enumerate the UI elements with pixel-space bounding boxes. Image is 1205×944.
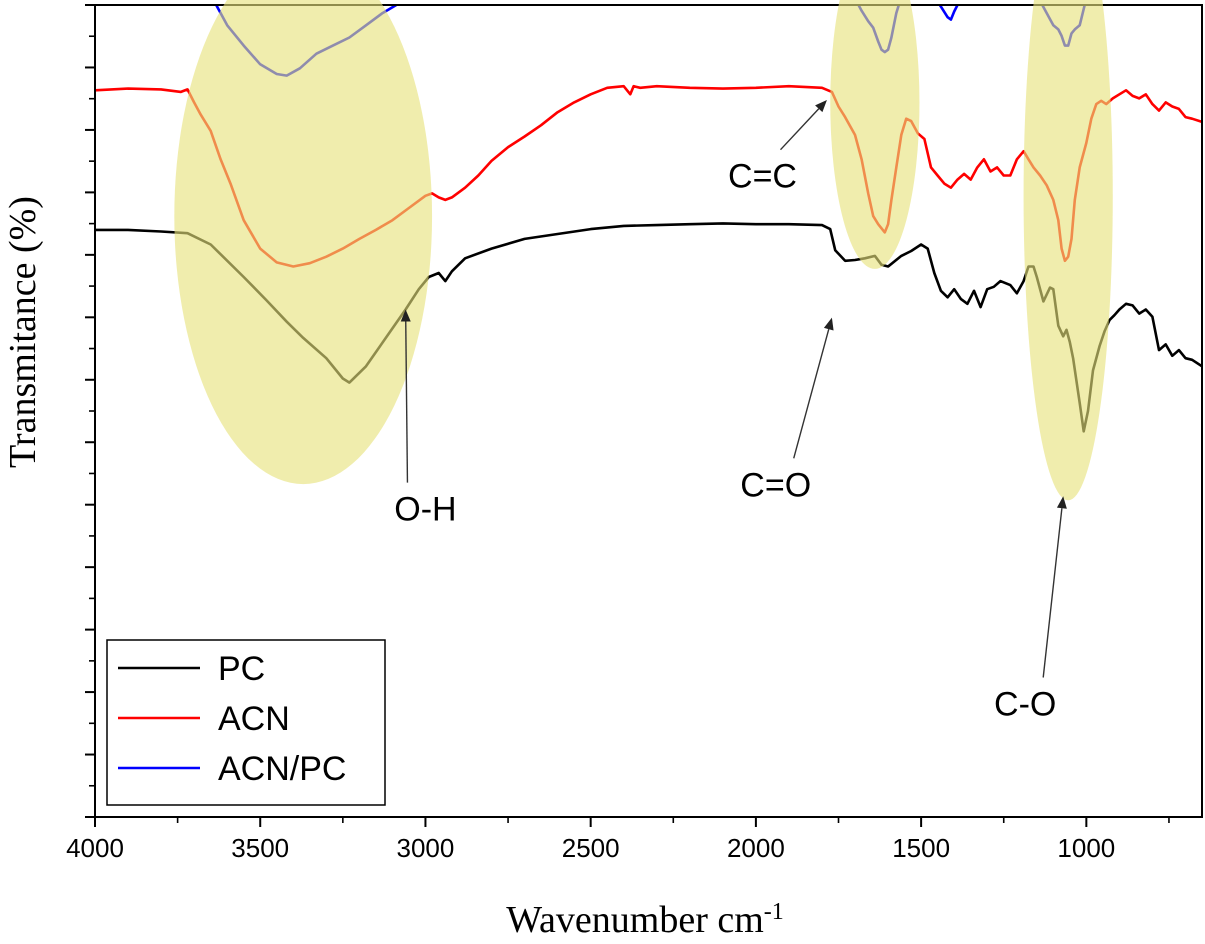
annotation-arrowhead-c-o bbox=[823, 317, 834, 331]
annotation-c-o: C-O bbox=[994, 686, 1056, 724]
annotation-o-h: O-H bbox=[394, 491, 456, 529]
peak-highlights bbox=[174, 0, 1113, 501]
x-tick-label: 1500 bbox=[892, 833, 950, 863]
legend-label: PC bbox=[218, 650, 265, 688]
x-axis-ticks: 4000 3500 3000 2500 2000 1500 1000 bbox=[66, 817, 1170, 863]
x-tick-label: 3500 bbox=[231, 833, 289, 863]
annotation-arrowhead-o-h bbox=[400, 309, 411, 322]
highlight-c-o bbox=[1023, 0, 1113, 501]
annotation-c-o: C=O bbox=[740, 466, 811, 504]
x-tick-label: 2000 bbox=[727, 833, 785, 863]
legend: PC ACN ACN/PC bbox=[106, 639, 386, 806]
legend-label: ACN/PC bbox=[218, 750, 346, 788]
annotation-arrowhead-c-o bbox=[1056, 496, 1067, 509]
y-axis-title: Transmitance (%) bbox=[2, 196, 44, 468]
x-tick-label: 1000 bbox=[1057, 833, 1115, 863]
annotation-c-c: C=C bbox=[728, 158, 797, 196]
x-tick-label: 3000 bbox=[397, 833, 455, 863]
annotation-arrow-o-h bbox=[405, 321, 409, 483]
annotations: O-H C=C C=O C-O bbox=[394, 100, 1067, 724]
highlight-c-c bbox=[830, 0, 920, 269]
legend-label: ACN bbox=[218, 700, 290, 738]
x-tick-label: 2500 bbox=[562, 833, 620, 863]
annotation-arrow-c-o bbox=[793, 329, 830, 459]
annotation-arrow-c-c bbox=[779, 108, 820, 151]
x-axis-title: Wavenumber cm-1 bbox=[506, 899, 784, 941]
highlight-o-h bbox=[174, 0, 433, 484]
annotation-arrowhead-c-c bbox=[815, 100, 827, 113]
x-tick-label: 4000 bbox=[66, 833, 124, 863]
y-axis-ticks bbox=[85, 4, 95, 818]
annotation-arrow-c-o bbox=[1042, 508, 1063, 678]
